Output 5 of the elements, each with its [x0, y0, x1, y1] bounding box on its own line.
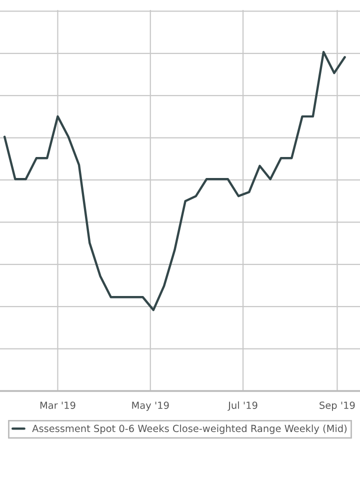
- legend-label: Assessment Spot 0-6 Weeks Close-weighted Range Weekly (Mid): [32, 424, 347, 434]
- x-tick-label: Jul '19: [228, 401, 258, 411]
- x-tick-label: Mar '19: [40, 402, 76, 409]
- x-tick-label: Sep '19: [320, 402, 355, 411]
- x-tick-label: May '19: [132, 402, 169, 411]
